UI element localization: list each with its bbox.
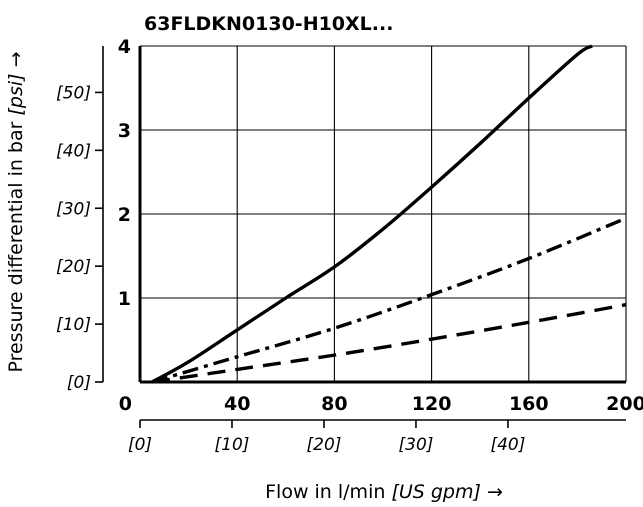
x-axis-label-arrow: → — [487, 481, 503, 503]
x-tick-label: 120 — [412, 393, 452, 415]
gpm-tick-label: [0] — [128, 435, 152, 455]
series-line-dashed — [151, 303, 627, 384]
gpm-tick-label: [40] — [490, 435, 525, 455]
y-axis-label: Pressure differential in bar [psi] → — [5, 51, 27, 372]
series-lines — [151, 44, 627, 384]
series-line-dash-dot — [151, 216, 627, 384]
grid — [140, 45, 627, 382]
chart-title: 63FLDKN0130-H10XL... — [144, 13, 393, 35]
y-axis-label-arrow: → — [5, 51, 27, 67]
psi-tick-label: [20] — [56, 257, 91, 277]
x-axis-label: Flow in l/min [US gpm] → — [265, 481, 503, 503]
gpm-tick-label: [10] — [215, 435, 250, 455]
psi-tick-label: [30] — [56, 199, 91, 219]
psi-tick-label: [10] — [56, 315, 91, 335]
axes — [95, 46, 626, 428]
y-tick-label: 3 — [118, 120, 131, 142]
tick-labels: 0 40 80 120 160 200 1 2 3 4 [0] [10] [20] [30] [40] [50… — [56, 36, 643, 455]
x-axis-label-text: Flow in l/min — [265, 481, 385, 503]
x-tick-label: 0 — [119, 393, 132, 415]
gpm-tick-label: [30] — [399, 435, 434, 455]
x-tick-label: 160 — [509, 393, 549, 415]
psi-tick-label: [50] — [56, 83, 91, 103]
psi-tick-label: [40] — [56, 141, 91, 161]
x-axis-label-unit: [US gpm] — [391, 481, 480, 503]
y-tick-label: 2 — [118, 204, 131, 226]
gpm-tick-label: [20] — [307, 435, 342, 455]
y-axis-label-unit: [psi] — [5, 73, 27, 115]
x-tick-label: 80 — [321, 393, 347, 415]
y-tick-label: 1 — [118, 288, 131, 310]
x-tick-label: 200 — [606, 393, 643, 415]
x-tick-label: 40 — [224, 393, 250, 415]
y-axis-label-text: Pressure differential in bar — [5, 121, 27, 372]
series-line-solid — [151, 44, 593, 384]
psi-tick-label: [0] — [67, 373, 91, 393]
y-tick-label: 4 — [118, 36, 131, 58]
